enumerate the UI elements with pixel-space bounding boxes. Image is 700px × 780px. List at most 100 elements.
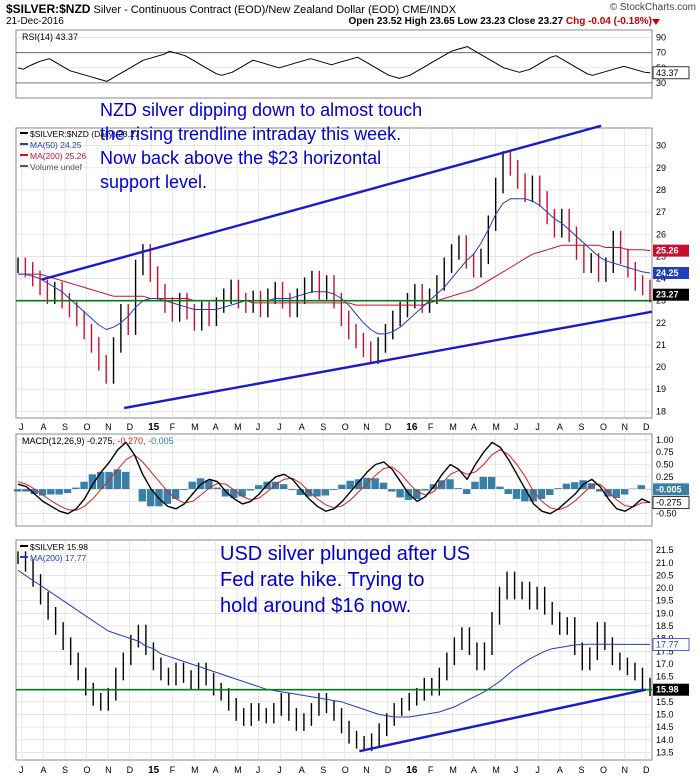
usd-x-tick-label: A [299,765,305,775]
usd-x-tick-label: M [449,765,457,775]
usd-x-tick-label: A [557,765,563,775]
nzd-tick-label: 20 [656,362,666,372]
usd-tick-label: 16.5 [656,672,674,682]
nzd-tick-label: 30 [656,141,666,151]
macd-histogram-bar [271,481,280,490]
usd-x-tick-label: J [535,765,540,775]
macd-histogram-bar [612,489,621,498]
macd-tick-label: 1.00 [656,435,674,445]
macd-histogram-bar [80,481,88,490]
macd-label-main: MACD(12,26,9) -0.275, [22,436,115,446]
usd-x-tick-label: M [191,765,199,775]
usd-x-tick-label: N [105,765,112,775]
chart-title: $SILVER:$NZD Silver - Continuous Contrac… [6,2,456,16]
macd-label-signal: -0.270, [115,436,146,446]
nzd-x-tick-label: J [535,422,540,432]
usd-x-tick-label: O [342,765,349,775]
usd-ma200-line [17,569,650,718]
nzd-legend-entry: MA(200) 25.26 [30,151,86,161]
usd-annotation-text: hold around $16 now. [220,595,411,617]
macd-histogram-bar [63,489,72,494]
macd-histogram-bar [13,489,22,492]
nzd-x-tick-label: 16 [406,422,418,433]
usd-x-tick-label: J [256,765,260,775]
usd-tick-label: 13.5 [656,747,674,757]
symbol-label: $SILVER:$NZD [6,2,91,16]
macd-histogram-bar [546,489,554,496]
usd-x-tick-label: D [643,765,650,775]
usd-trendline [359,688,646,753]
macd-histogram-bar [462,489,471,495]
nzd-x-tick-label: M [492,422,500,432]
nzd-x-tick-label: D [643,422,650,432]
nzd-annotation-text: NZD silver dipping down to almost touch [100,100,422,120]
macd-histogram-bar [38,489,47,496]
macd-histogram-bar [22,489,30,492]
nzd-trendline [123,310,653,410]
macd-histogram-bar [379,482,388,490]
macd-histogram-bar [604,489,612,497]
macd-histogram-bar [230,489,238,498]
usd-tick-label: 19.5 [656,596,674,606]
usd-x-tick-label: J [277,765,282,775]
nzd-x-tick-label: N [105,422,112,432]
usd-tick-label: 19.0 [656,608,674,618]
macd-histogram-bar [246,489,255,491]
nzd-annotation-text: support level. [100,172,207,192]
nzd-trendline [41,124,602,281]
macd-histogram-bar [521,489,529,502]
rsi-tick-label: 70 [656,48,666,58]
nzd-x-tick-label: M [449,422,457,432]
nzd-x-tick-label: J [277,422,282,432]
macd-histogram-bar [637,485,645,490]
usd-tick-label: 15.5 [656,697,674,707]
nzd-price-tag-label: 23.27 [656,290,679,300]
usd-x-tick-label: J [19,765,24,775]
usd-x-tick-label: S [320,765,326,775]
macd-histogram-bar [146,489,155,507]
usd-price-tag-bg [653,683,689,696]
usd-x-tick-label: M [492,765,500,775]
macd-histogram-bar [421,489,429,491]
nzd-annotation-text: the rising trendline intraday this week. [100,124,401,144]
macd-histogram-bar [346,480,354,490]
usd-x-tick-label: 15 [148,765,160,776]
macd-histogram-bar [171,489,180,499]
nzd-price-tag-bg [653,267,689,279]
macd-label-hist: -0.005 [146,436,174,446]
macd-tick-label: -0.50 [656,509,677,519]
usd-price-tag-label: 15.98 [656,685,679,695]
nzd-x-tick-label: F [170,422,176,432]
nzd-x-tick-label: S [578,422,584,432]
usd-x-tick-label: A [213,765,219,775]
nzd-x-tick-label: A [213,422,219,432]
usd-legend-entry: $SILVER 15.98 [30,542,88,552]
macd-hist-tag-label: -0.005 [656,484,682,494]
usd-tick-label: 21.0 [656,558,674,568]
macd-histogram-bar [72,487,80,490]
macd-histogram-bar [504,489,512,495]
nzd-x-tick-label: F [428,422,434,432]
macd-tick-label: 0.25 [656,472,674,482]
macd-histogram-bar [512,489,521,499]
usd-legend-swatch [20,545,28,547]
macd-histogram-bar [188,481,196,490]
macd-histogram-bar [479,476,487,490]
macd-histogram-bar [255,485,263,490]
macd-histogram-bar [496,486,504,490]
macd-histogram-bar [446,479,454,490]
usd-x-tick-label: J [514,765,519,775]
rsi-tick-label: 90 [656,33,666,43]
macd-tick-label: 0.50 [656,460,674,470]
macd-histogram-bar [354,479,363,490]
macd-histogram-bar [371,478,379,490]
macd-histogram-bar [121,471,130,490]
usd-x-tick-label: 16 [406,765,418,776]
nzd-tick-label: 27 [656,207,666,217]
macd-signal-line [17,449,651,511]
nzd-x-tick-label: J [514,422,519,432]
macd-histogram-bar [329,489,338,491]
nzd-x-tick-label: O [84,422,91,432]
date-label: 21-Dec-2016 [6,16,64,27]
nzd-tick-label: 29 [656,163,666,173]
